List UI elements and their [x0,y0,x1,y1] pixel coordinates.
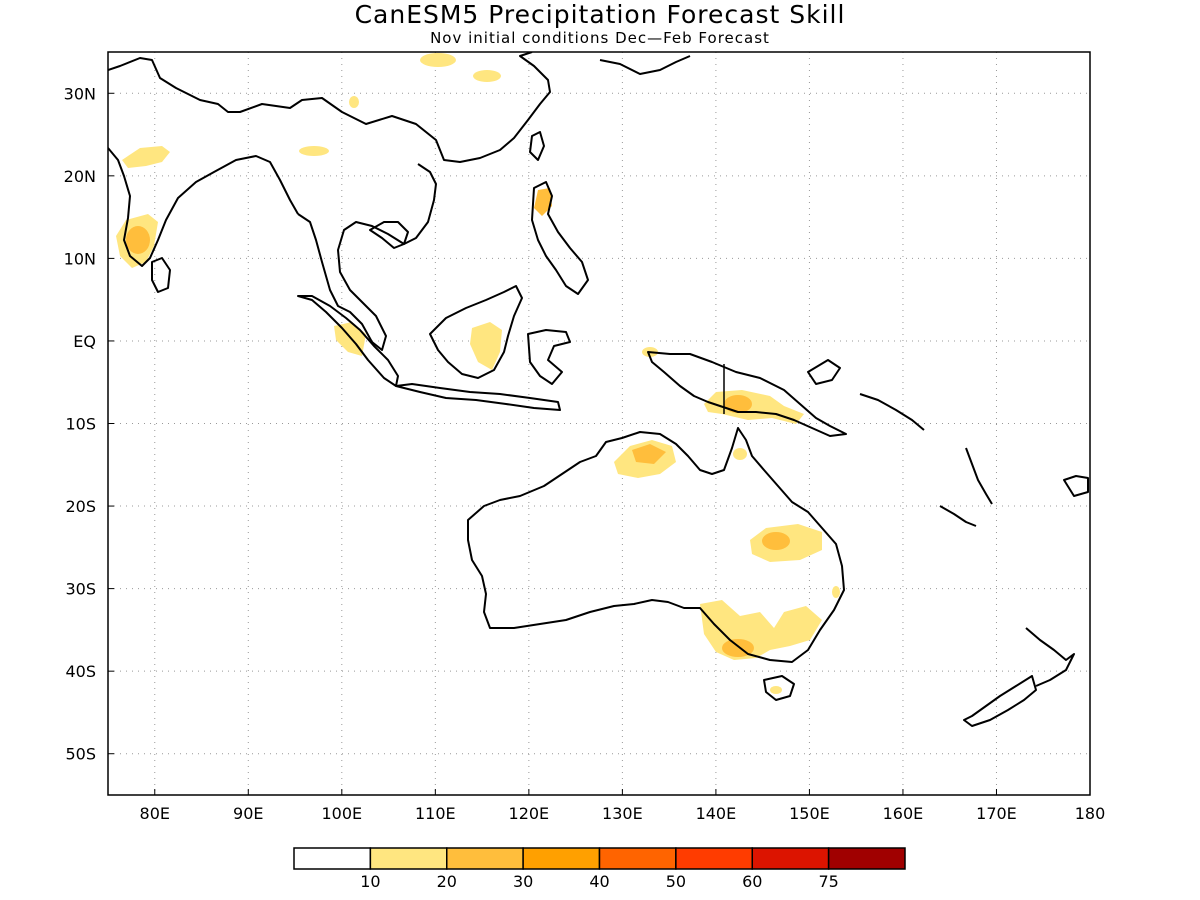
coast-south-asia [108,147,299,267]
coast-taiwan [529,131,545,161]
colorbar-label: 30 [513,872,533,891]
coast-new-caledonia [939,505,977,527]
skill-patch [299,146,329,156]
colorbar-label: 10 [360,872,380,891]
colorbar-label: 75 [818,872,838,891]
colorbar: 10 20 30 40 50 60 75 [293,847,906,891]
lat-tick-label: EQ [73,332,96,351]
skill-patch [733,448,747,460]
coast-bismarck [807,359,841,385]
colorbar-swatch [598,847,677,870]
coast-japan [599,55,691,75]
map-title: CanESM5 Precipitation Forecast Skill [354,0,846,29]
coast-philippines [531,181,589,295]
lon-tick-label: 170E [976,804,1017,823]
lon-tick-label: 90E [233,804,263,823]
lon-tick-label: 120E [509,804,550,823]
lat-tick-label: 30N [64,84,96,103]
longitude-axis: 80E 90E 100E 110E 120E 130E 140E 150E 160E 170E 18… [140,804,1106,823]
lon-tick-label: 130E [602,804,643,823]
skill-patch [420,53,456,67]
coast-sri-lanka [151,257,171,293]
colorbar-label: 40 [589,872,609,891]
skill-patch [762,532,790,550]
coast-vanuatu [965,447,993,505]
colorbar-swatch [369,847,448,870]
lat-tick-label: 50S [65,745,96,764]
colorbar-swatch [827,847,906,870]
lon-tick-label: 150E [789,804,830,823]
coastlines [108,52,1089,727]
colorbar-swatch [293,847,372,870]
coast-asia-mainland [108,52,551,163]
latitude-axis: 30N 20N 10N EQ 10S 20S 30S 40S 50S [64,84,96,763]
skill-shading [116,53,840,694]
coast-hainan-gulf [369,221,409,249]
lat-tick-label: 10N [64,249,96,268]
lon-tick-label: 110E [415,804,456,823]
lat-tick-label: 20S [65,497,96,516]
skill-patch [470,322,502,370]
skill-patch [724,395,752,413]
colorbar-label: 60 [742,872,762,891]
skill-patch [700,600,822,660]
coast-sumatra [297,295,399,387]
lon-tick-label: 160E [883,804,924,823]
axis-ticks [108,92,1091,795]
skill-patch [832,586,840,598]
lat-tick-label: 10S [65,415,96,434]
coast-fiji [1063,475,1089,497]
coast-java [395,383,561,411]
coast-se-asia [297,163,437,351]
skill-patch [534,188,552,216]
lon-tick-label: 100E [321,804,362,823]
skill-patch [349,96,359,108]
colorbar-label: 20 [437,872,457,891]
skill-patch [126,226,150,254]
lat-tick-label: 20N [64,167,96,186]
coast-borneo [429,285,523,379]
skill-patch [473,70,501,82]
gridlines [108,52,1090,795]
colorbar-swatch [751,847,830,870]
lon-tick-label: 80E [140,804,170,823]
coast-sulawesi [527,329,571,385]
lon-tick-label: 140E [696,804,737,823]
coast-new-guinea [647,351,847,437]
map-subtitle: Nov initial conditions Dec—Feb Forecast [430,29,770,47]
skill-patch [632,444,666,464]
lat-tick-label: 30S [65,580,96,599]
colorbar-swatch [675,847,753,870]
skill-patch [122,146,170,168]
colorbar-label: 50 [666,872,686,891]
lon-tick-label: 180 [1075,804,1106,823]
coast-solomons [859,393,925,431]
lat-tick-label: 40S [65,662,96,681]
skill-patch [770,686,782,694]
coast-australia [467,427,845,663]
coast-new-zealand-south [963,675,1037,727]
coast-new-zealand-north [1025,627,1075,687]
colorbar-swatch [446,847,524,870]
colorbar-swatch [522,847,601,870]
coast-tasmania [763,675,795,701]
